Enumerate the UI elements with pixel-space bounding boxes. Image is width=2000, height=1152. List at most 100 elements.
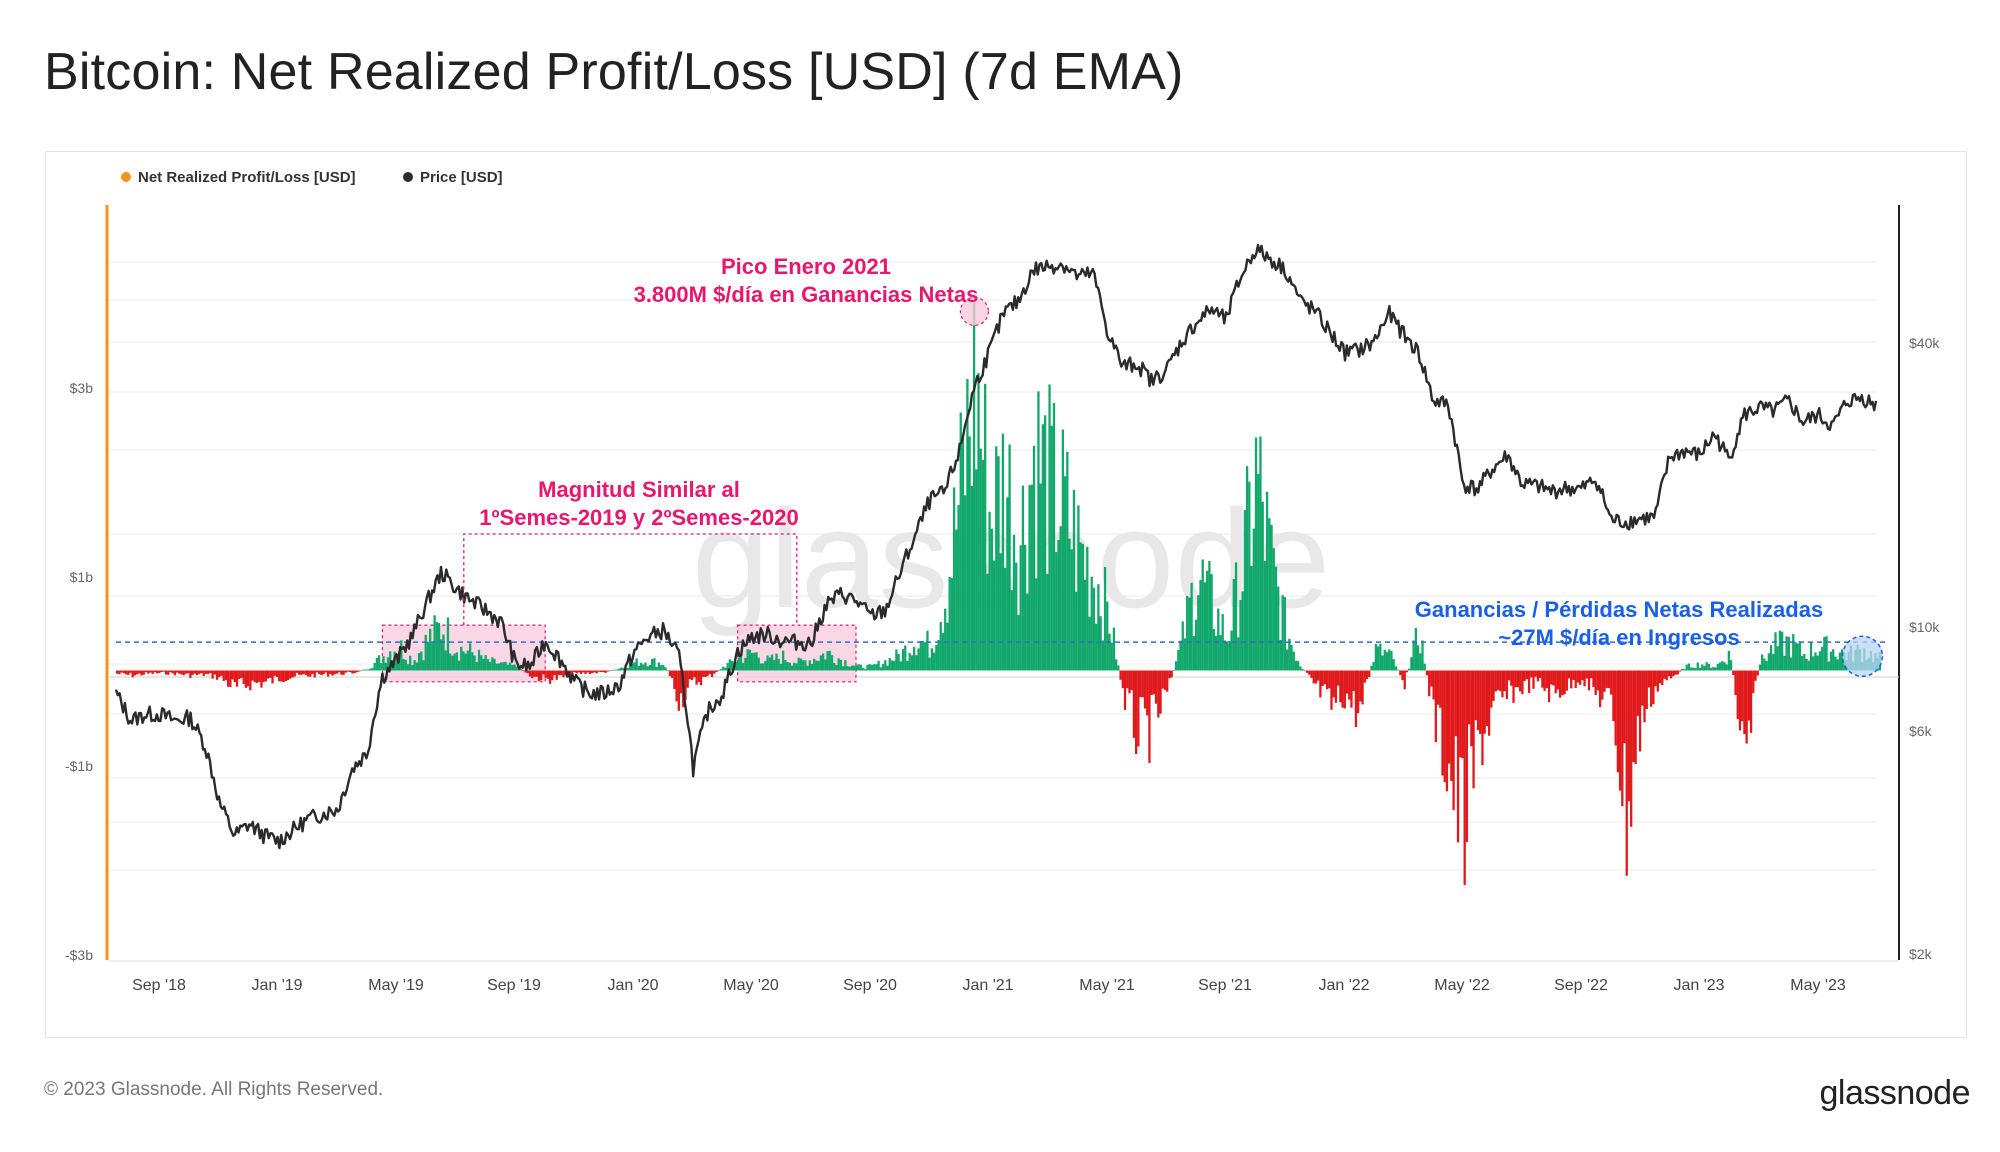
loss-bar [697,670,700,682]
loss-bar [671,670,674,678]
loss-bar [1665,670,1668,681]
loss-bar [1405,670,1409,673]
loss-bar [1470,670,1473,747]
loss-bar [1674,670,1677,675]
loss-bar [227,670,230,687]
loss-bar [1645,670,1648,710]
loss-bar [1465,670,1469,842]
profit-bar [968,436,971,671]
loss-bar [1434,670,1437,743]
profit-bar [959,412,962,671]
loss-bar [1496,670,1500,690]
profit-bar [364,669,367,671]
profit-bar [1043,415,1047,671]
profit-bar [1683,669,1686,671]
profit-bar [879,667,882,671]
net-realized-profit-loss-chart: glassnode Net Realized Profit/Loss [USD]… [65,169,1940,994]
loss-bar [273,670,276,676]
profit-bar [1057,539,1060,671]
profit-bar [1709,668,1713,671]
loss-bar [1341,670,1344,708]
profit-bar [988,511,991,671]
profit-bar [1829,651,1833,671]
loss-bar [127,670,130,675]
profit-bar [924,642,927,671]
profit-bar [453,653,456,671]
profit-bar [635,658,638,671]
loss-bar [1310,670,1313,678]
loss-bar [1550,670,1553,685]
profit-bar [795,663,798,671]
loss-bar [229,670,232,688]
left-tick-label: $1b [70,569,94,585]
profit-bar [1416,645,1420,671]
profit-bar [437,623,441,671]
profit-bar [746,649,749,671]
profit-bar [806,665,809,671]
profit-bar [981,459,985,671]
loss-bar [329,670,332,674]
profit-bar [735,661,738,671]
profit-bar [648,665,652,671]
loss-bar [1312,670,1315,684]
loss-bar [138,670,141,674]
profit-bar [990,528,993,671]
profit-bar [1250,565,1253,671]
loss-bar [1547,670,1551,703]
profit-bar [460,646,463,671]
profit-bar [360,670,363,672]
loss-bar [1601,670,1604,700]
profit-bar [826,651,829,671]
profit-bar [1097,584,1100,671]
profit-bar [813,658,816,671]
x-tick-label: May '20 [723,977,779,994]
profit-bar [662,664,665,671]
profit-bar [777,658,780,671]
loss-bar [164,670,168,675]
profit-bar [877,660,880,671]
profit-bar [515,666,518,671]
loss-bar [1519,670,1522,692]
loss-bar [1368,670,1371,678]
loss-bar [1401,670,1404,681]
brand-logo: glassnode [1819,1074,1970,1112]
loss-bar [562,670,565,678]
loss-bar [1430,670,1433,687]
profit-bar [1721,661,1724,671]
annotation-current-line2: ~27M $/día en Ingresos [1498,625,1739,650]
loss-bar [1157,670,1160,718]
loss-bar [1621,670,1624,807]
profit-bar [1818,651,1822,671]
profit-bar [748,649,751,671]
profit-bar [1030,484,1033,671]
x-tick-label: Sep '18 [132,977,186,994]
loss-bar [1754,670,1757,681]
loss-bar [688,670,692,680]
loss-bar [1634,670,1637,765]
profit-bar [837,658,840,671]
profit-bar [651,658,654,671]
profit-bar [1301,669,1304,671]
profit-bar [1035,578,1038,671]
loss-bar [140,670,143,676]
loss-bar [280,670,283,682]
profit-bar [1174,661,1178,671]
profit-bar [1066,451,1069,671]
loss-bar [207,670,210,675]
profit-bar [904,645,907,671]
loss-bar [306,670,310,677]
profit-bar [1201,559,1204,671]
loss-bar [1743,670,1746,735]
loss-bar [1578,670,1582,685]
profit-bar [1825,636,1828,671]
loss-bar [1756,670,1759,676]
loss-bar [202,670,205,676]
profit-bar [1765,661,1768,671]
loss-bar [1636,670,1639,716]
loss-bar [269,670,272,678]
profit-bar [442,634,445,671]
profit-bar [873,664,876,671]
annotation-peak: Pico Enero 2021 3.800M $/día en Ganancia… [634,254,979,307]
loss-bar [318,670,321,675]
profit-bar [1299,666,1302,671]
